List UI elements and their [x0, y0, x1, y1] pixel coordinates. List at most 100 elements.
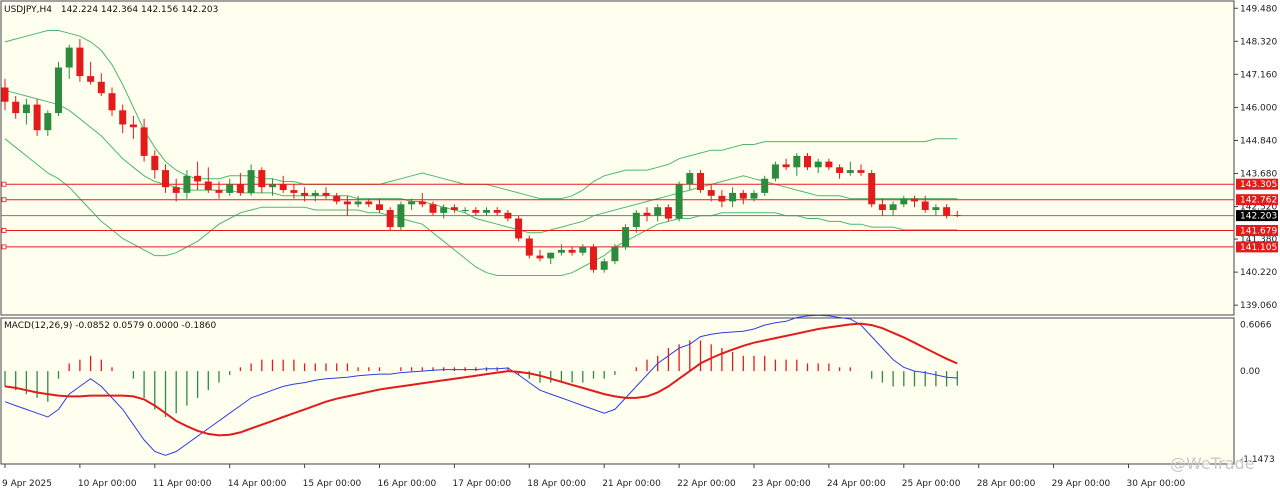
- macd-panel[interactable]: [0, 317, 1235, 465]
- candle-body: [162, 170, 169, 188]
- price-panel[interactable]: [0, 0, 1235, 316]
- candle-body: [697, 173, 704, 191]
- candle: [279, 175, 287, 193]
- macd-axis-label: 0.00: [1240, 367, 1260, 377]
- price-label: 142.520: [1240, 203, 1277, 213]
- symbol-header: USDJPY,H4 142.224 142.364 142.156 142.20…: [4, 5, 218, 15]
- candle: [493, 207, 501, 216]
- candle: [504, 210, 512, 222]
- candle: [290, 184, 298, 199]
- candle-body: [568, 249, 576, 253]
- macd-main-line: [4, 314, 958, 456]
- candle-body: [343, 201, 351, 205]
- price-label: 148.320: [1240, 37, 1277, 47]
- candle-body: [279, 184, 287, 191]
- candle: [771, 161, 779, 182]
- candle: [857, 164, 865, 176]
- candle: [1, 78, 9, 111]
- macd-histogram: [4, 340, 958, 417]
- macd-axis-label: -1.1473: [1240, 455, 1275, 465]
- price-axis[interactable]: 149.480 148.320 147.160 146.000 144.840 143.6…: [1234, 4, 1277, 311]
- candle: [140, 118, 148, 162]
- candle: [440, 204, 448, 219]
- macd-signal-line: [4, 322, 958, 437]
- candle-body: [729, 192, 737, 202]
- level-tag-label: 141.679: [1240, 227, 1277, 237]
- time-label: 28 Apr 00:00: [977, 479, 1036, 489]
- candle-body: [878, 204, 886, 210]
- time-label: 9 Apr 2025: [2, 479, 52, 489]
- candlestick-series: [1, 39, 961, 273]
- candle: [12, 96, 20, 119]
- candle: [108, 87, 116, 116]
- level-handle[interactable]: [1, 244, 7, 250]
- candle: [557, 244, 565, 256]
- price-label: 146.000: [1240, 103, 1277, 113]
- macd-axis-label: 0.6066: [1240, 321, 1272, 331]
- candle: [750, 190, 758, 202]
- candle: [654, 204, 662, 222]
- candle-body: [825, 161, 833, 168]
- candle: [397, 201, 405, 230]
- candle: [932, 204, 940, 216]
- candle-body: [932, 207, 940, 210]
- candle-body: [376, 204, 383, 210]
- candle: [718, 190, 726, 208]
- level-tag-label: 143.305: [1240, 180, 1277, 190]
- candle-body: [579, 247, 587, 253]
- level-handle[interactable]: [1, 228, 7, 233]
- candle-body: [536, 255, 544, 259]
- candle: [643, 207, 651, 222]
- candle: [247, 164, 255, 196]
- candle-body: [365, 201, 373, 205]
- candle-body: [97, 81, 105, 94]
- candle: [226, 178, 234, 196]
- candle: [33, 98, 41, 136]
- candle: [953, 211, 961, 217]
- candle: [376, 198, 383, 213]
- candle: [686, 170, 694, 191]
- candle-body: [600, 261, 608, 270]
- macd-title: MACD(12,26,9) -0.0852 0.0579 0.0000 -0.1…: [4, 321, 217, 331]
- time-axis[interactable]: 9 Apr 2025 10 Apr 00:00 11 Apr 00:00 14 Apr…: [2, 464, 1185, 489]
- candle-body: [664, 207, 672, 219]
- macd-axis: 0.6066 0.00 -1.1473: [1240, 321, 1275, 465]
- candle-body: [493, 210, 501, 213]
- candle: [675, 181, 683, 222]
- candle-body: [1, 87, 9, 102]
- candle: [729, 187, 737, 208]
- candle-body: [632, 212, 640, 227]
- candle: [450, 204, 458, 213]
- candle: [568, 247, 576, 256]
- candle: [408, 198, 416, 210]
- candle-body: [76, 47, 84, 77]
- candle-body: [868, 173, 876, 205]
- candle: [579, 244, 587, 256]
- candle: [44, 110, 52, 136]
- candle: [472, 207, 480, 216]
- candle: [365, 198, 373, 208]
- candle-body: [943, 207, 951, 216]
- time-label: 22 Apr 00:00: [677, 479, 736, 489]
- candle-body: [686, 173, 694, 185]
- level-handle[interactable]: [1, 197, 7, 203]
- candle-body: [761, 178, 769, 193]
- candle: [183, 170, 191, 199]
- price-label: 139.060: [1240, 301, 1277, 311]
- ohlc-values: 142.224 142.364 142.156 142.203: [61, 5, 218, 15]
- candle: [804, 153, 811, 171]
- candle-body: [301, 192, 309, 196]
- time-label: 17 Apr 00:00: [452, 479, 511, 489]
- candle: [707, 184, 715, 202]
- band-lower-line: [4, 138, 958, 276]
- price-label: 143.680: [1240, 170, 1277, 180]
- price-label: 149.480: [1240, 4, 1277, 14]
- candle: [343, 195, 351, 216]
- price-level-tags: 143.305 142.762 142.203 141.679 141.105: [1236, 178, 1278, 253]
- time-label: 11 Apr 00:00: [153, 479, 212, 489]
- candle-body: [718, 195, 726, 202]
- candle-body: [771, 164, 779, 179]
- candle: [943, 204, 951, 219]
- level-handle[interactable]: [1, 181, 7, 187]
